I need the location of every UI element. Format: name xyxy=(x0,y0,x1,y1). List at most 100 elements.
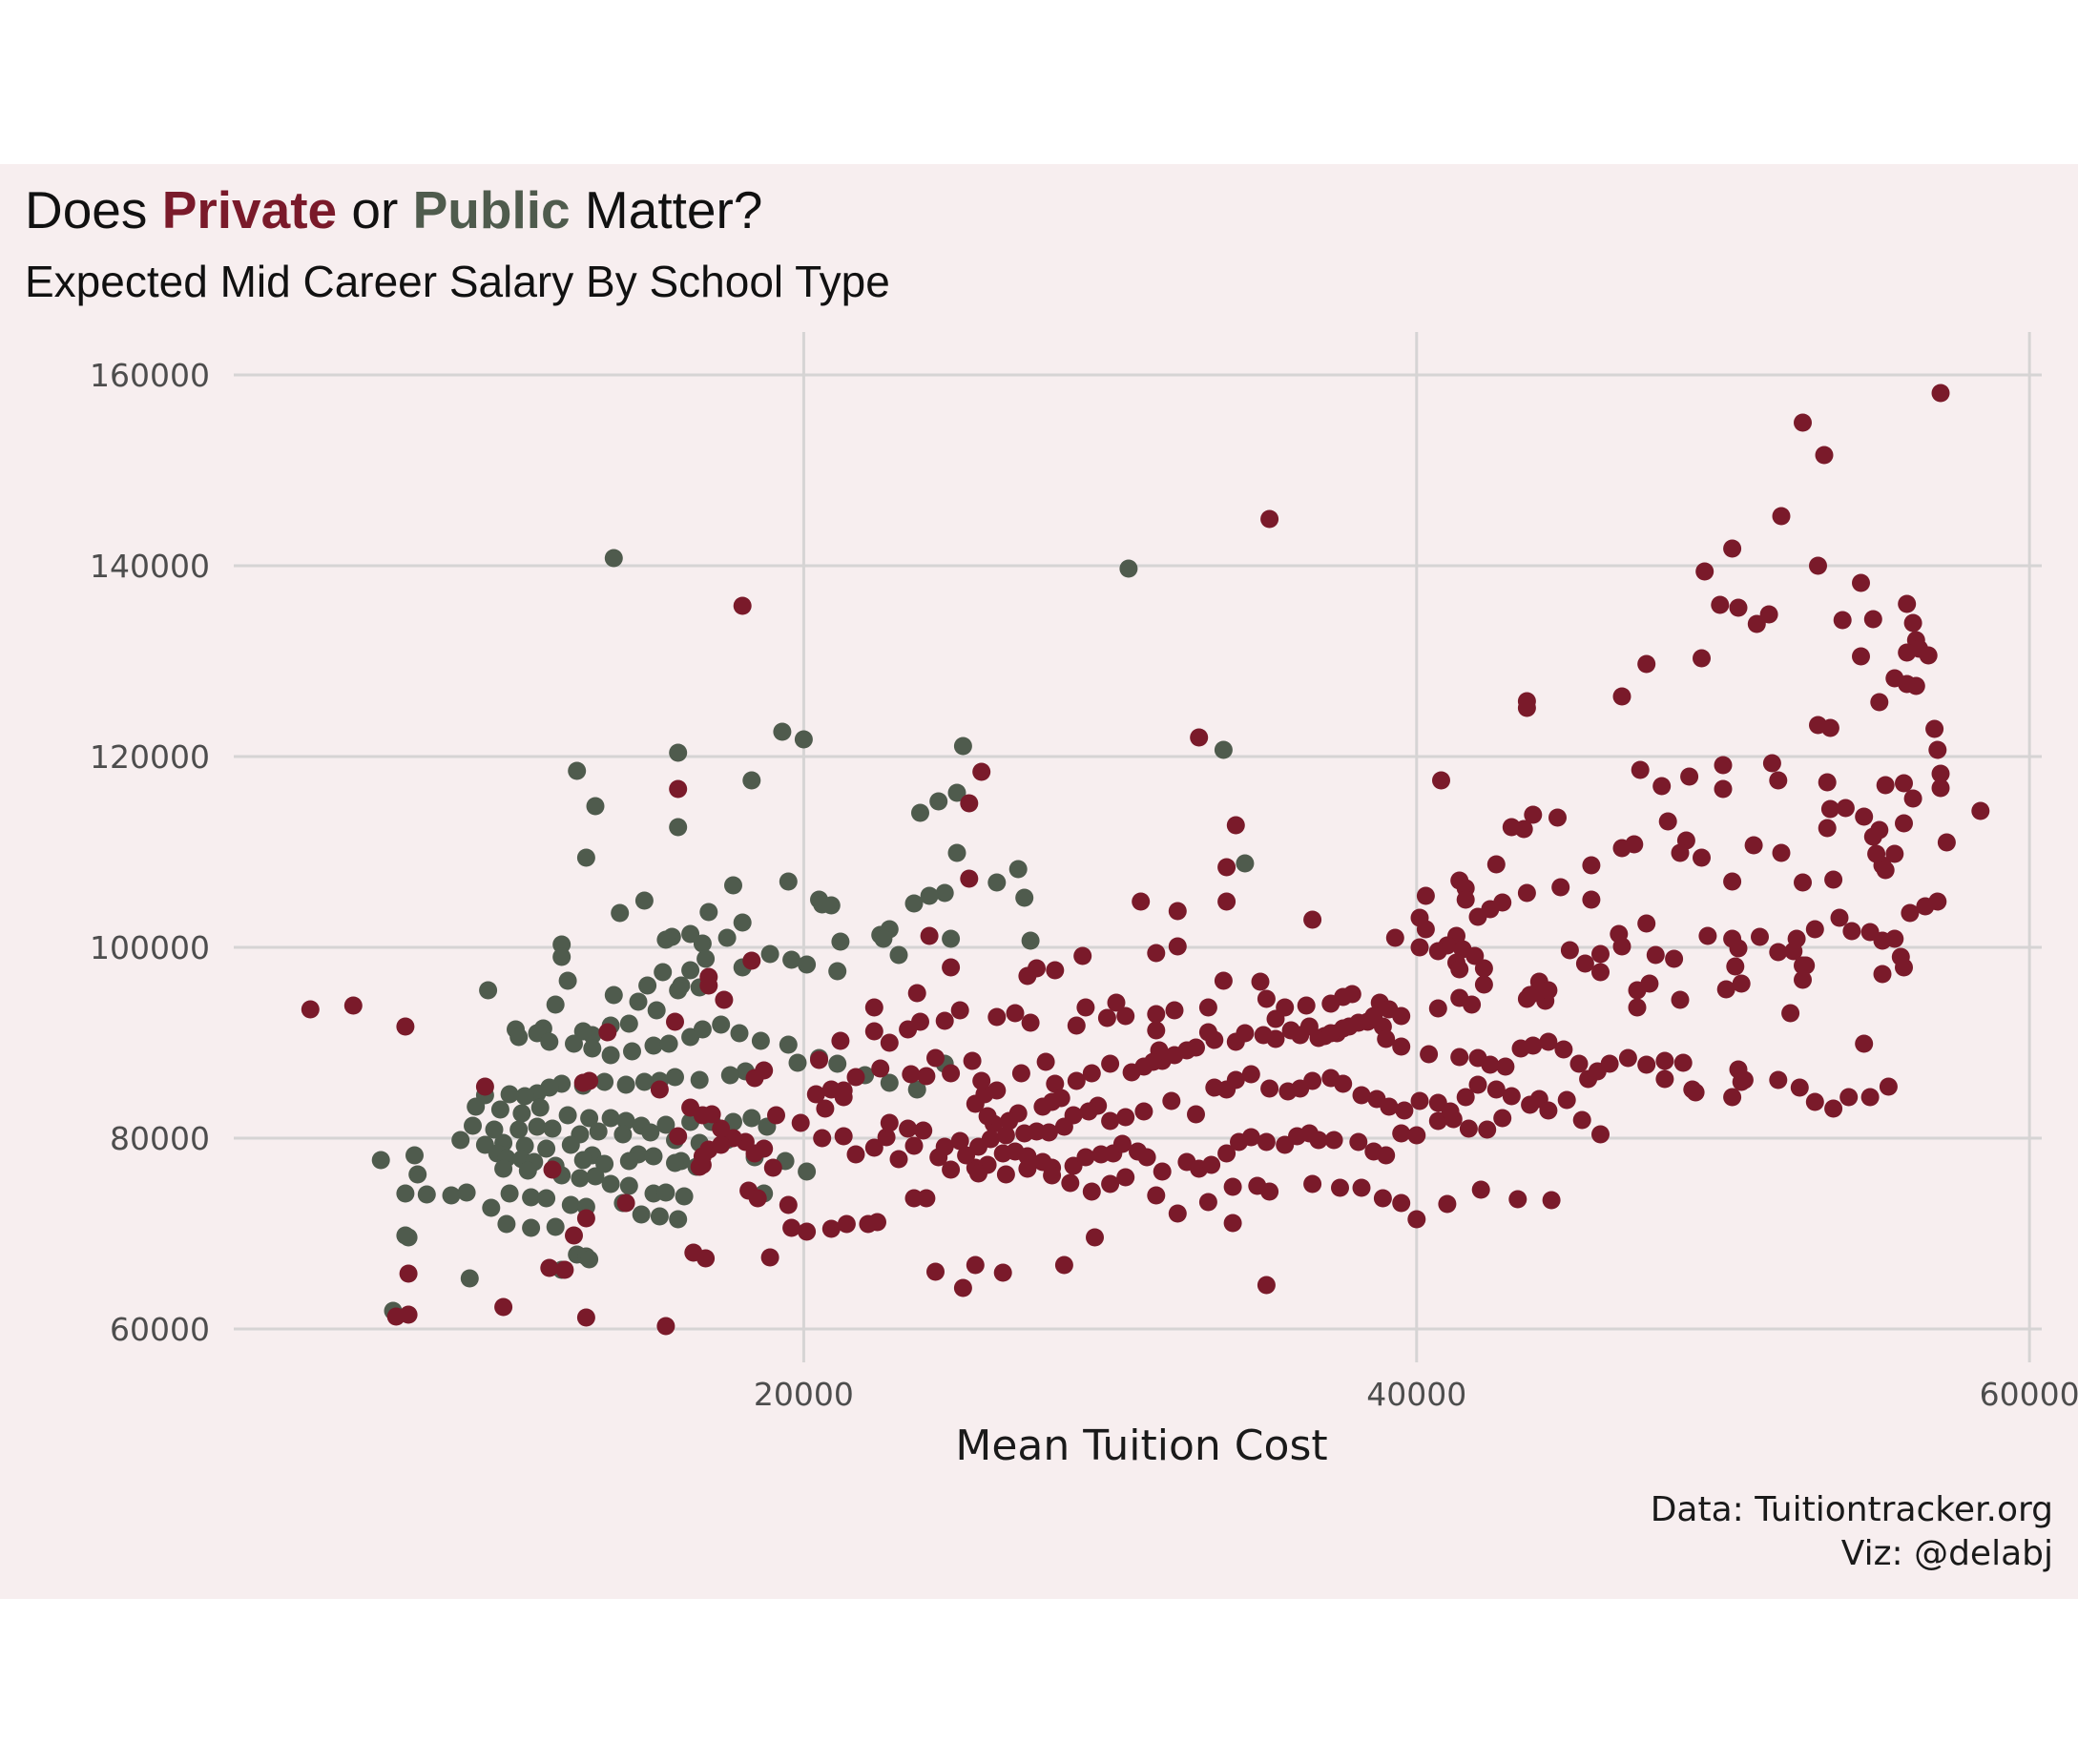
private-school-point xyxy=(926,1048,945,1068)
private-school-point xyxy=(1723,872,1742,891)
public-school-point xyxy=(947,783,966,802)
private-school-point xyxy=(926,1262,945,1281)
private-school-point xyxy=(1478,1120,1497,1139)
private-school-point xyxy=(1824,1099,1843,1118)
private-school-point xyxy=(396,1017,415,1036)
private-school-point xyxy=(1352,1086,1371,1105)
private-school-point xyxy=(917,1067,936,1086)
private-school-point xyxy=(966,1256,985,1275)
public-school-point xyxy=(485,1120,504,1139)
private-school-point xyxy=(1885,929,1904,948)
private-school-point xyxy=(1524,1036,1543,1055)
private-school-point xyxy=(1820,718,1839,737)
private-school-point xyxy=(1474,975,1493,994)
private-school-point xyxy=(1190,728,1209,747)
private-school-point xyxy=(343,996,363,1015)
private-school-point xyxy=(1542,1191,1561,1210)
private-school-point xyxy=(1257,1132,1276,1152)
private-school-point xyxy=(576,1209,595,1228)
private-school-point xyxy=(1076,998,1095,1017)
private-school-point xyxy=(1112,1134,1132,1153)
private-school-point xyxy=(715,990,734,1009)
public-school-point xyxy=(460,1269,479,1288)
public-school-point xyxy=(558,1106,577,1125)
private-school-point xyxy=(1876,861,1895,880)
private-school-point xyxy=(1033,1097,1052,1116)
private-school-point xyxy=(816,1099,835,1118)
private-school-point xyxy=(1901,903,1920,923)
public-school-point xyxy=(632,1205,651,1224)
public-school-point xyxy=(537,1189,556,1208)
y-tick-label: 60000 xyxy=(110,1311,210,1348)
private-school-point xyxy=(1769,943,1788,962)
public-school-point xyxy=(482,1198,501,1217)
private-school-point xyxy=(1588,1062,1607,1081)
private-school-point xyxy=(1572,1110,1591,1130)
private-school-point xyxy=(957,1146,976,1165)
public-school-point xyxy=(623,1042,641,1061)
private-school-point xyxy=(1241,1128,1260,1147)
series-private xyxy=(301,384,1990,1336)
public-school-point xyxy=(773,722,792,741)
y-tick-label: 100000 xyxy=(90,929,210,966)
private-school-point xyxy=(1202,1155,1221,1174)
public-school-point xyxy=(580,1250,599,1269)
public-school-point xyxy=(666,1153,684,1173)
public-school-point xyxy=(522,1218,541,1237)
private-school-point xyxy=(1508,1190,1527,1209)
private-school-point xyxy=(880,1113,899,1132)
private-school-point xyxy=(1794,970,1812,989)
private-school-point xyxy=(1198,998,1217,1017)
private-school-point xyxy=(1082,1064,1101,1083)
public-school-point xyxy=(558,971,577,990)
private-school-point xyxy=(1392,1193,1411,1213)
private-school-point xyxy=(580,1071,599,1090)
private-school-point xyxy=(813,1129,832,1148)
public-school-point xyxy=(528,1117,547,1136)
public-school-point xyxy=(920,886,939,905)
private-school-point xyxy=(1331,1178,1349,1197)
private-school-point xyxy=(1680,767,1699,786)
private-school-point xyxy=(1772,843,1791,862)
private-school-point xyxy=(1652,777,1672,796)
private-school-point xyxy=(1762,754,1781,773)
private-school-point xyxy=(733,596,752,615)
public-school-point xyxy=(552,947,571,966)
private-school-point xyxy=(871,1059,890,1078)
private-school-point xyxy=(1693,649,1711,668)
private-school-point xyxy=(1879,1077,1898,1096)
private-school-point xyxy=(598,1023,617,1042)
private-school-point xyxy=(821,1219,841,1238)
private-school-point xyxy=(831,1031,850,1050)
public-school-point xyxy=(712,1015,731,1034)
private-school-point xyxy=(1251,972,1270,991)
private-school-point xyxy=(810,1050,828,1069)
private-school-point xyxy=(806,1085,825,1104)
private-school-point xyxy=(987,1081,1007,1100)
public-school-point xyxy=(666,1068,684,1087)
private-school-point xyxy=(1637,654,1656,674)
private-school-point xyxy=(1876,776,1895,795)
title-part-matter: Matter? xyxy=(570,180,763,239)
private-school-point xyxy=(1665,949,1684,968)
private-school-point xyxy=(1217,858,1236,877)
public-school-point xyxy=(794,730,813,749)
public-school-point xyxy=(696,949,716,968)
private-school-point xyxy=(1086,1228,1104,1247)
private-school-point xyxy=(1428,1111,1447,1131)
private-school-point xyxy=(1011,1064,1030,1083)
private-school-point xyxy=(1018,1159,1037,1178)
y-tick-label: 120000 xyxy=(90,738,210,776)
public-school-point xyxy=(681,961,700,980)
private-school-point xyxy=(693,1147,712,1166)
public-school-point xyxy=(947,843,966,862)
public-school-point xyxy=(656,930,675,949)
public-school-point xyxy=(1021,931,1040,950)
private-school-point xyxy=(1860,1088,1880,1107)
public-school-point xyxy=(467,1097,486,1116)
y-tick-label: 160000 xyxy=(90,357,210,394)
private-school-point xyxy=(1043,1166,1062,1185)
private-school-point xyxy=(742,951,761,970)
private-school-point xyxy=(935,1137,954,1156)
